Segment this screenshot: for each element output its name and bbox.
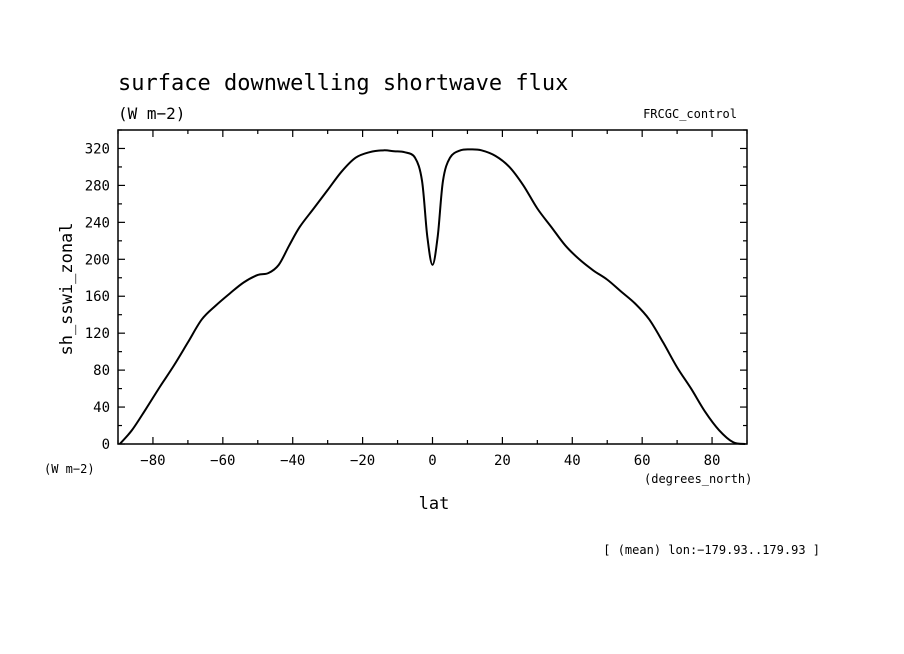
y-axis-label: sh_sswi_zonal bbox=[57, 222, 77, 355]
y-tick-label: 240 bbox=[85, 215, 110, 231]
plot-frame bbox=[117, 129, 748, 445]
x-tick-label: 0 bbox=[428, 453, 436, 469]
y-tick-label: 160 bbox=[85, 289, 110, 305]
y-tick-label: 40 bbox=[93, 400, 110, 416]
y-tick-label: 120 bbox=[85, 326, 110, 342]
axis-ticks bbox=[117, 129, 748, 445]
x-tick-label: 40 bbox=[564, 453, 581, 469]
x-axis-units: (degrees_north) bbox=[644, 472, 752, 486]
x-tick-label: −80 bbox=[140, 453, 165, 469]
x-tick-label: 60 bbox=[634, 453, 651, 469]
y-tick-label: 280 bbox=[85, 178, 110, 194]
x-tick-label: −20 bbox=[350, 453, 375, 469]
x-tick-labels: −80 −60 −40 −20 0 20 40 60 80 bbox=[140, 453, 720, 469]
y-axis-units: (W m−2) bbox=[44, 462, 95, 476]
y-tick-label: 0 bbox=[102, 437, 110, 453]
series-line bbox=[119, 148, 746, 445]
chart-units: (W m−2) bbox=[118, 104, 185, 123]
y-tick-labels: 0 40 80 120 160 200 240 280 320 bbox=[85, 141, 110, 453]
x-tick-label: −60 bbox=[210, 453, 235, 469]
chart-title: surface downwelling shortwave flux bbox=[118, 71, 568, 96]
y-tick-label: 320 bbox=[85, 141, 110, 157]
x-axis-label: lat bbox=[419, 494, 450, 514]
x-tick-label: 20 bbox=[494, 453, 511, 469]
footnote: [ (mean) lon:−179.93..179.93 ] bbox=[603, 543, 820, 557]
y-tick-label: 80 bbox=[93, 363, 110, 379]
x-tick-label: 80 bbox=[704, 453, 721, 469]
experiment-label: FRCGC_control bbox=[643, 107, 737, 121]
y-tick-label: 200 bbox=[85, 252, 110, 268]
x-tick-label: −40 bbox=[280, 453, 305, 469]
